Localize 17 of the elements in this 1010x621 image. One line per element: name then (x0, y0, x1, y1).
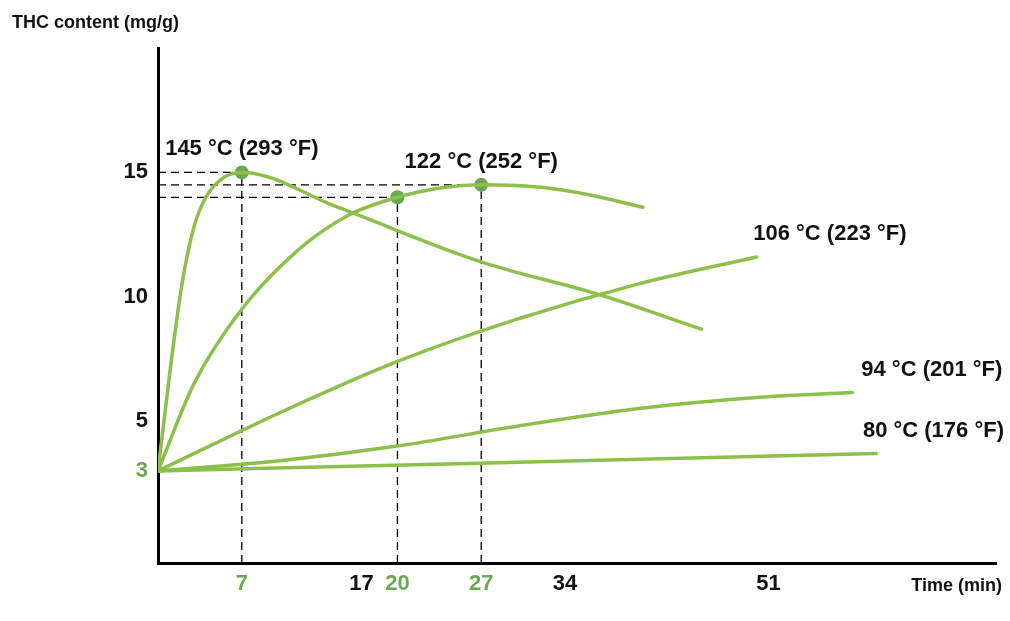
x-tick-label: 20 (385, 570, 410, 596)
y-tick-label: 10 (123, 282, 148, 308)
series-label: 106 °C (223 °F) (753, 220, 907, 246)
y-tick-label: 3 (135, 457, 148, 483)
x-axis-title: Time (min) (911, 574, 1002, 595)
x-tick-label: 27 (468, 570, 494, 596)
series-label: 94 °C (201 °F) (861, 355, 1003, 381)
x-tick-label: 17 (349, 570, 374, 596)
y-tick-label: 5 (135, 407, 148, 433)
series-label: 145 °C (293 °F) (165, 135, 319, 161)
x-tick-label: 7 (235, 570, 248, 596)
y-axis-title: THC content (mg/g) (12, 11, 179, 32)
y-tick-label: 15 (123, 158, 148, 184)
series-label: 80 °C (176 °F) (862, 416, 1004, 442)
series-label: 122 °C (252 °F) (404, 147, 558, 173)
x-tick-label: 34 (552, 570, 579, 596)
x-tick-label: 51 (756, 570, 781, 596)
